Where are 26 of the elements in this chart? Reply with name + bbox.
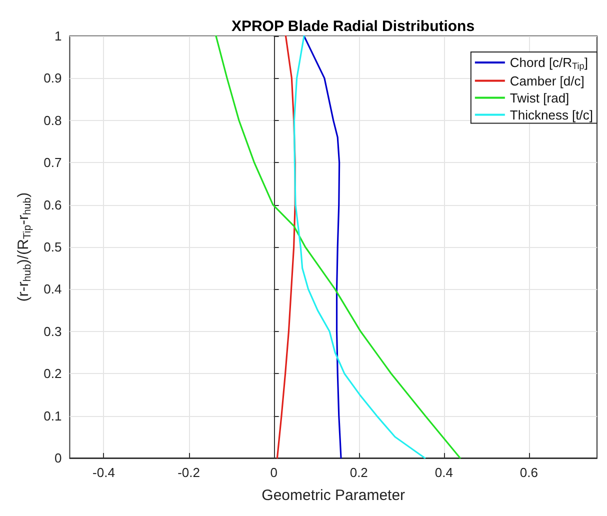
x-tick-label: 0.2 bbox=[350, 465, 368, 480]
y-axis-title: (r-rhub)/(RTip-rhub) bbox=[15, 192, 34, 302]
x-tick-label: 0 bbox=[270, 465, 278, 480]
line-series bbox=[303, 35, 342, 459]
y-tick-label: 0.5 bbox=[44, 240, 62, 254]
chart-title: XPROP Blade Radial Distributions bbox=[231, 18, 475, 35]
line-series bbox=[215, 35, 461, 459]
legend-label: Camber [d/c] bbox=[510, 73, 584, 88]
line-series bbox=[293, 35, 426, 459]
y-tick-label: 0.7 bbox=[44, 155, 62, 170]
y-tick-label: 0 bbox=[54, 450, 62, 466]
y-tick-label: 0.1 bbox=[44, 408, 62, 424]
y-tick-label: 0.8 bbox=[44, 112, 62, 128]
x-tick-label: -0.4 bbox=[92, 465, 115, 480]
legend-label: Thickness [t/c] bbox=[510, 107, 593, 122]
x-tick-label: -0.2 bbox=[178, 465, 200, 480]
y-tick-label: 0.3 bbox=[44, 324, 62, 339]
legend-label: Twist [rad] bbox=[510, 90, 570, 106]
x-axis-title: Geometric Parameter bbox=[262, 487, 406, 504]
y-tick-label: 1 bbox=[54, 28, 62, 44]
x-tick-label: 0.6 bbox=[520, 465, 538, 480]
y-tick-label: 0.4 bbox=[44, 282, 62, 297]
x-tick-label: 0.4 bbox=[434, 465, 453, 480]
y-tick-label: 0.6 bbox=[44, 197, 62, 212]
y-tick-label: 0.2 bbox=[44, 366, 62, 382]
y-tick-label: 0.9 bbox=[44, 70, 62, 86]
